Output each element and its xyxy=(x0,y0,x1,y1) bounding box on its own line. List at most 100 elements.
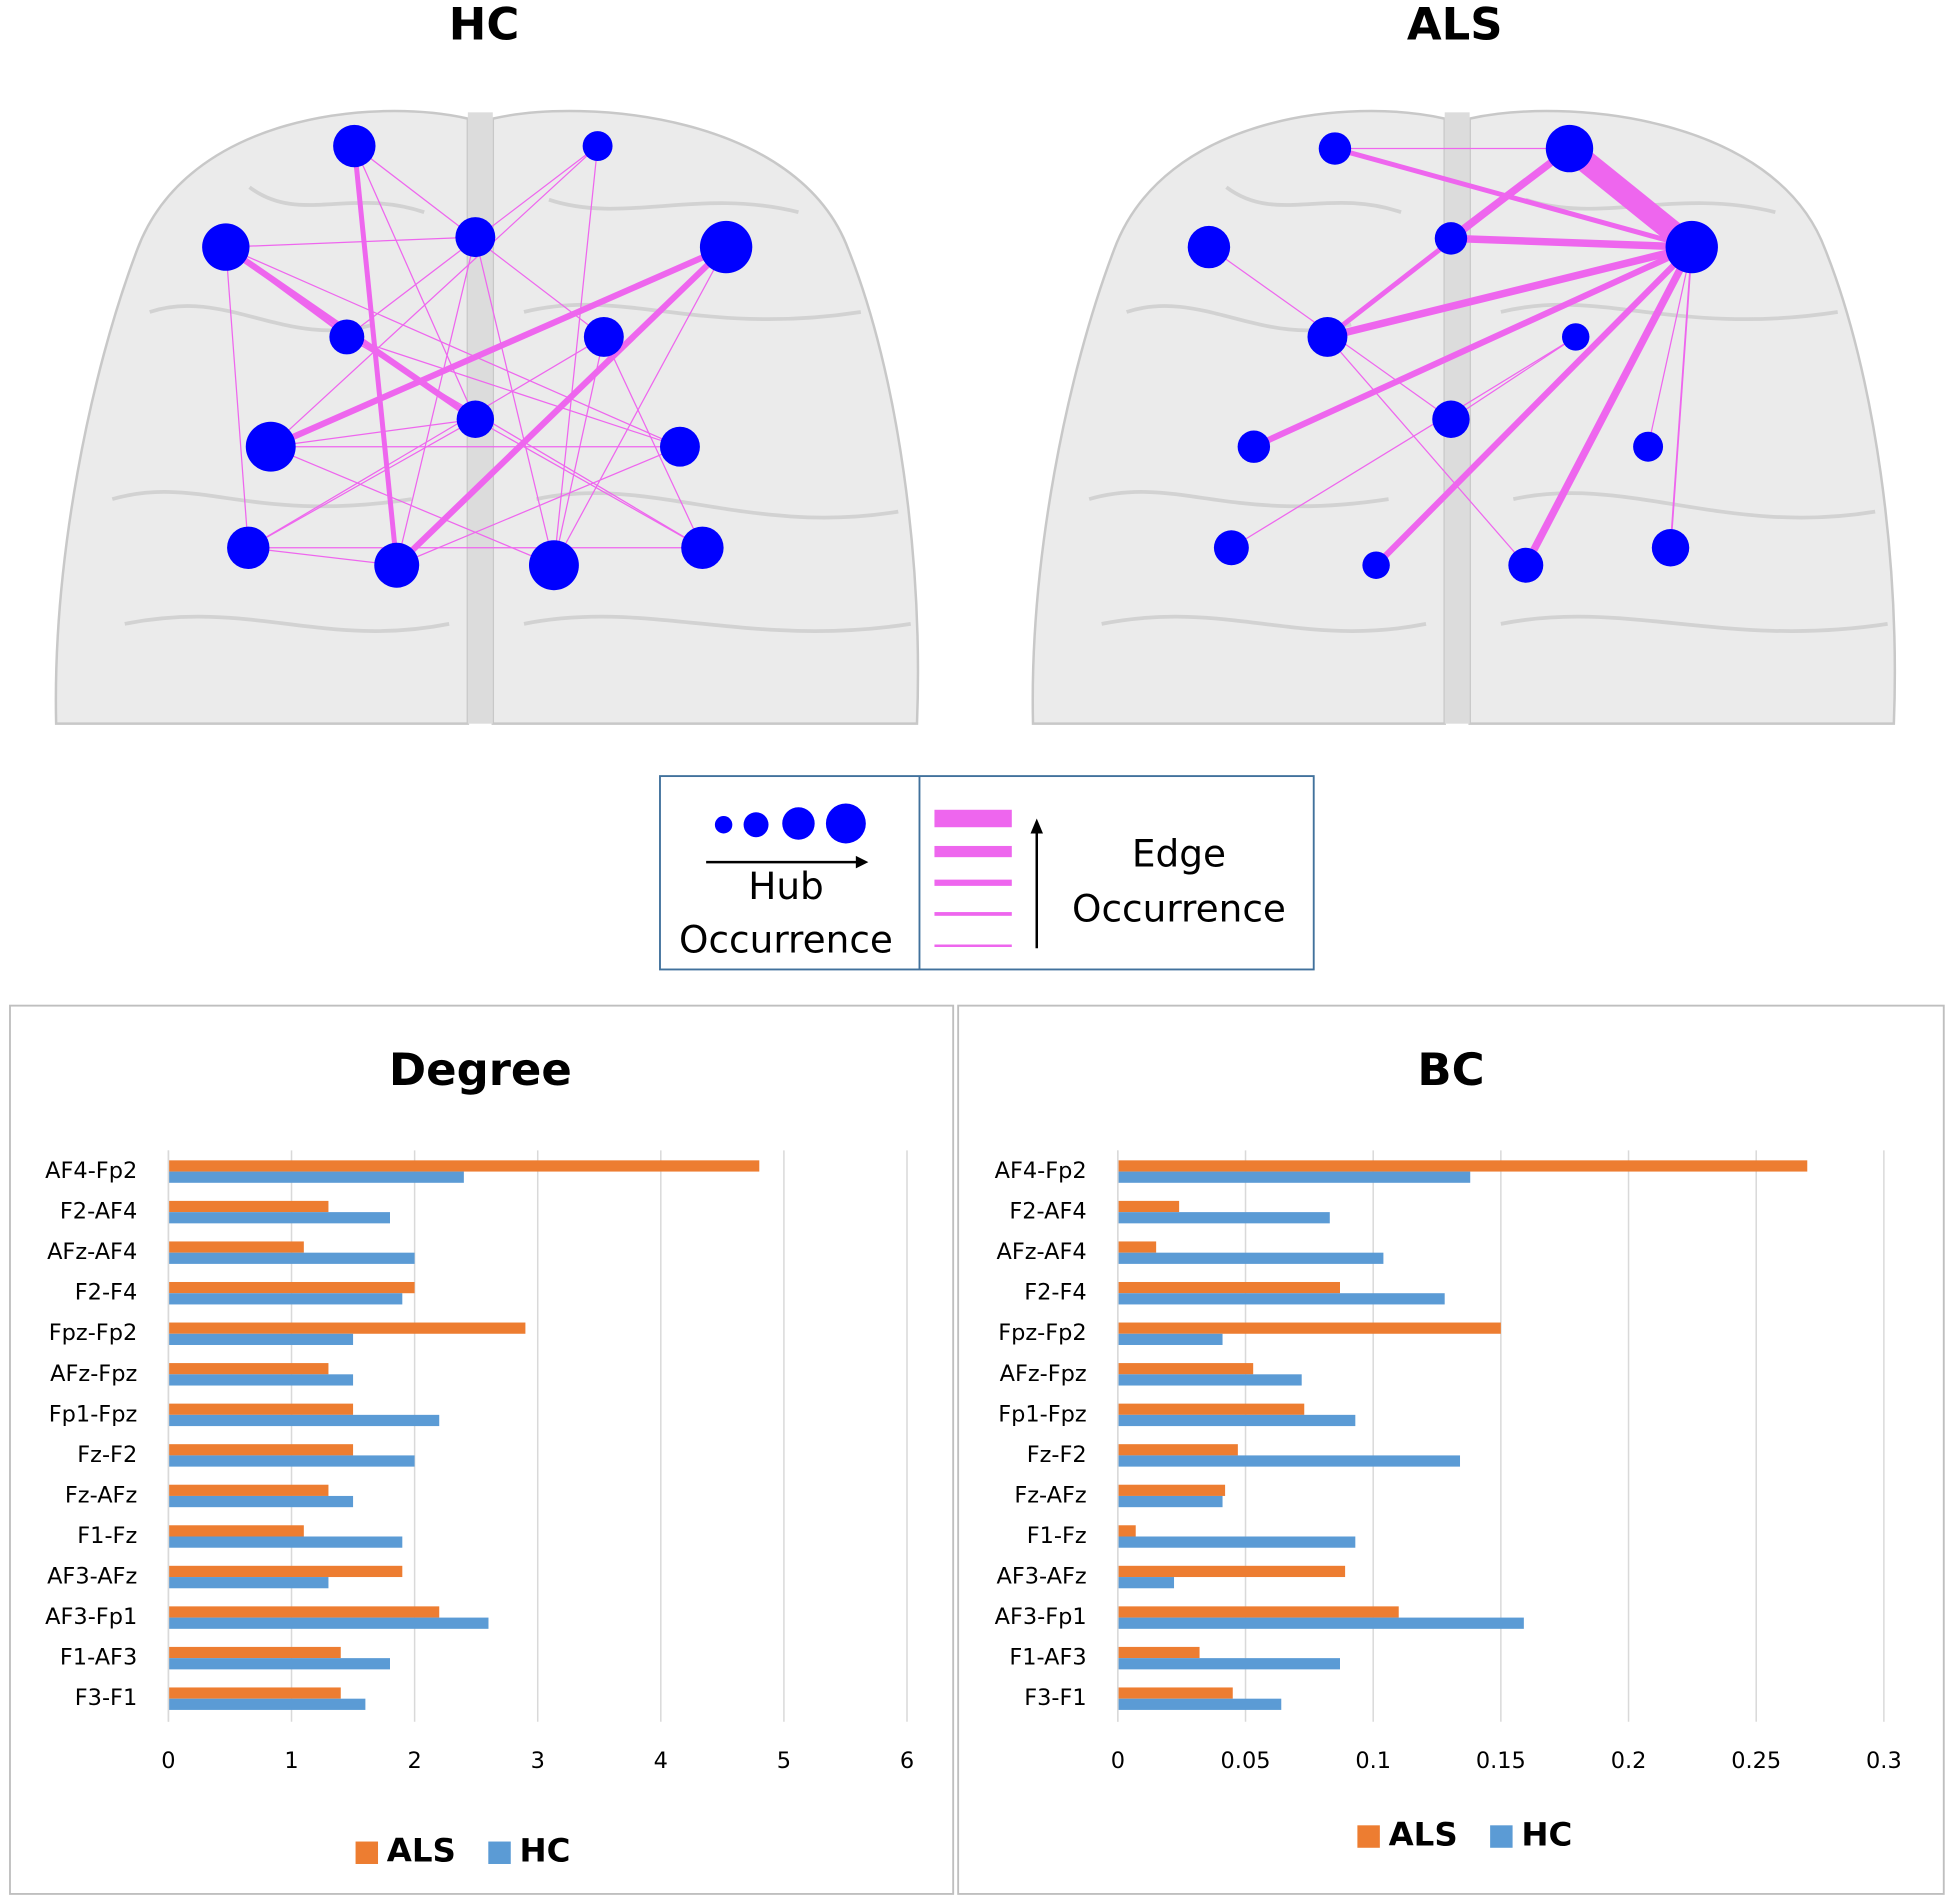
bar xyxy=(168,1444,354,1456)
bar xyxy=(1117,1484,1226,1496)
network-edge xyxy=(247,336,605,549)
network-edge xyxy=(270,418,476,448)
network-edge xyxy=(603,336,703,549)
bar xyxy=(1117,1212,1330,1224)
network-edge xyxy=(475,418,703,549)
bar xyxy=(1117,1577,1175,1589)
bar xyxy=(1117,1617,1524,1629)
network-node xyxy=(245,421,296,472)
bar xyxy=(1117,1414,1356,1427)
network-edge xyxy=(351,145,400,566)
network-edge xyxy=(1373,244,1694,568)
network-edge xyxy=(225,246,348,338)
network-edge xyxy=(269,244,728,450)
bar xyxy=(168,1577,329,1589)
network-edge xyxy=(225,236,476,248)
network-edge xyxy=(1252,244,1694,450)
bar xyxy=(1117,1536,1356,1548)
y-tick-label: Fpz-Fp2 xyxy=(998,1320,1086,1346)
bar xyxy=(168,1252,415,1264)
bar xyxy=(1117,1200,1180,1213)
network-node xyxy=(1633,431,1664,462)
network-node xyxy=(582,131,613,162)
network-node xyxy=(1545,124,1594,173)
bar xyxy=(1117,1241,1157,1253)
y-tick-label: AF4-Fp2 xyxy=(45,1158,137,1184)
network-edge xyxy=(396,446,681,566)
x-tick-label: 0.1 xyxy=(1355,1748,1391,1774)
network-node xyxy=(1665,220,1718,274)
bar xyxy=(1117,1444,1238,1456)
network-node xyxy=(374,542,420,588)
y-tick-label: AFz-Fpz xyxy=(50,1361,137,1387)
network-node xyxy=(659,426,700,467)
bar xyxy=(168,1363,329,1375)
network-edge xyxy=(394,244,729,568)
network-edge xyxy=(353,145,476,420)
bar xyxy=(168,1698,366,1710)
legend-label: ALS xyxy=(387,1832,456,1870)
legend-label: Occurrence xyxy=(1072,886,1286,930)
network-edge xyxy=(553,336,605,566)
bar xyxy=(1117,1658,1340,1670)
bar xyxy=(168,1374,354,1386)
x-tick-label: 4 xyxy=(654,1748,668,1774)
network-edge xyxy=(346,336,681,448)
y-tick-label: F2-F4 xyxy=(75,1280,137,1306)
x-tick-label: 3 xyxy=(531,1748,545,1774)
network-edge xyxy=(396,236,476,566)
y-tick-label: F2-AF4 xyxy=(1009,1199,1086,1225)
bar xyxy=(168,1658,390,1670)
hc-network xyxy=(54,109,920,726)
network-node xyxy=(1213,530,1249,566)
legend-label: ALS xyxy=(1389,1816,1458,1854)
network-node xyxy=(528,540,579,591)
legend-swatch xyxy=(1357,1825,1380,1848)
network-edge xyxy=(270,145,599,448)
y-tick-label: AF3-Fp1 xyxy=(995,1604,1087,1630)
chart-frame xyxy=(9,1004,955,1895)
network-edge xyxy=(248,547,397,566)
bar xyxy=(168,1484,329,1496)
bar xyxy=(168,1646,341,1659)
bar xyxy=(1117,1646,1200,1659)
network-node xyxy=(456,400,495,438)
network-edge xyxy=(1231,336,1577,549)
network-node xyxy=(699,220,753,274)
network-edge xyxy=(1326,336,1527,566)
bar xyxy=(1117,1687,1233,1699)
y-tick-label: Fz-AFz xyxy=(65,1482,137,1508)
network-graph xyxy=(202,124,753,591)
y-tick-label: AF4-Fp2 xyxy=(995,1158,1087,1184)
y-tick-label: F1-AF3 xyxy=(1009,1645,1086,1671)
network-title: ALS xyxy=(1407,0,1503,51)
bar xyxy=(168,1455,415,1467)
bar xyxy=(1117,1525,1136,1537)
y-tick-label: AF3-AFz xyxy=(996,1564,1086,1590)
network-edge xyxy=(1647,246,1693,447)
bar xyxy=(1117,1698,1282,1710)
y-tick-label: F2-AF4 xyxy=(60,1199,137,1225)
y-tick-label: AFz-AF4 xyxy=(47,1239,137,1265)
y-tick-label: F1-Fz xyxy=(1027,1523,1087,1549)
network-node xyxy=(455,217,496,258)
network-node xyxy=(1362,551,1390,579)
y-tick-label: AFz-AF4 xyxy=(996,1239,1086,1265)
x-tick-label: 0.25 xyxy=(1731,1748,1781,1774)
y-tick-label: F1-Fz xyxy=(77,1523,137,1549)
legend-swatch xyxy=(488,1841,511,1864)
network-edge xyxy=(225,247,249,548)
network-edge xyxy=(474,236,555,566)
network-edge xyxy=(1450,336,1577,420)
bar xyxy=(1117,1363,1254,1375)
legend-swatch xyxy=(355,1841,379,1864)
x-tick-label: 6 xyxy=(900,1748,914,1774)
chart-title: Degree xyxy=(389,1043,572,1096)
y-tick-label: Fp1-Fpz xyxy=(998,1401,1086,1427)
bar xyxy=(168,1565,403,1578)
bar xyxy=(1117,1171,1471,1183)
bar xyxy=(168,1293,403,1305)
x-tick-label: 0.15 xyxy=(1476,1748,1526,1774)
bar xyxy=(1117,1281,1340,1294)
